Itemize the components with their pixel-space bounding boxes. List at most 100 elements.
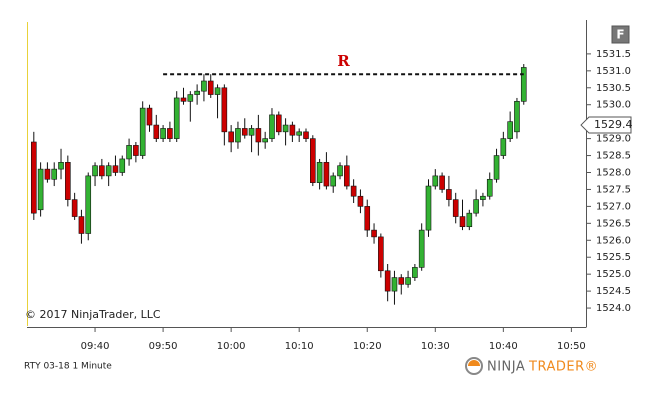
candle — [228, 125, 234, 153]
candle — [323, 152, 330, 190]
candle — [78, 209, 85, 244]
candle — [350, 179, 357, 203]
candle — [425, 179, 432, 237]
x-tick-label: 10:30 — [421, 341, 450, 352]
candle-body — [350, 185, 357, 197]
candle-body — [452, 199, 459, 217]
candle — [153, 114, 160, 142]
candle — [391, 270, 398, 305]
candle-body — [173, 97, 180, 139]
candle — [262, 131, 268, 149]
candle — [92, 162, 98, 187]
candle — [316, 158, 323, 190]
candle-body — [99, 165, 105, 177]
candle-body — [235, 128, 241, 143]
candle-body — [167, 128, 173, 139]
candle-body — [275, 114, 282, 133]
menu-button-label[interactable]: F — [616, 28, 624, 42]
candle — [398, 274, 405, 295]
candle-body — [85, 175, 92, 234]
logo-icon-accent — [468, 360, 480, 366]
candle — [37, 162, 44, 217]
candle — [452, 192, 459, 224]
candle — [459, 199, 466, 231]
candle-body — [337, 165, 343, 177]
candle-body — [459, 216, 466, 228]
logo-left: NINJA — [487, 360, 525, 375]
candle-body — [153, 124, 160, 139]
candle-body — [194, 90, 200, 95]
candle-body — [112, 165, 119, 173]
candle-body — [105, 165, 112, 177]
candle — [248, 125, 255, 153]
x-tick-label: 10:40 — [489, 341, 518, 352]
candle — [58, 148, 64, 180]
candle-body — [133, 145, 139, 156]
candle — [71, 192, 78, 220]
candle — [207, 74, 214, 98]
candle-body — [316, 162, 323, 183]
candle — [105, 162, 112, 187]
candle — [473, 189, 479, 217]
x-tick-label: 10:50 — [557, 341, 586, 352]
candle — [337, 162, 343, 180]
candle — [439, 172, 445, 193]
candle — [418, 223, 425, 271]
candle-body — [289, 124, 296, 136]
candle-body — [296, 131, 302, 136]
candle — [330, 172, 337, 193]
candle — [364, 199, 371, 237]
candle-body — [44, 168, 51, 180]
candle — [310, 135, 316, 187]
y-tick-label: 1531.0 — [596, 66, 631, 77]
y-tick-label: 1524.0 — [596, 303, 631, 314]
candle — [357, 189, 364, 214]
candle — [167, 121, 173, 142]
candle-body — [31, 141, 37, 214]
candle-body — [187, 94, 194, 102]
candle — [500, 131, 507, 159]
candle-body — [466, 212, 473, 228]
candle — [514, 97, 520, 139]
candle — [486, 172, 493, 200]
candle-body — [398, 277, 405, 285]
x-tick-label: 09:40 — [81, 341, 110, 352]
candle — [119, 155, 126, 176]
candle-body — [357, 195, 364, 207]
y-tick-label: 1528.0 — [596, 168, 631, 179]
candle-body — [480, 195, 486, 200]
candle-body — [248, 128, 255, 136]
candle-body — [228, 131, 234, 143]
candle — [214, 84, 221, 119]
candle — [31, 131, 37, 220]
y-tick-label: 1530.0 — [596, 100, 631, 111]
y-tick-label: 1527.5 — [596, 184, 631, 195]
candle-body — [439, 175, 445, 190]
candle — [255, 114, 262, 156]
candle — [384, 264, 391, 302]
candle-body — [378, 236, 384, 272]
candle — [480, 192, 486, 207]
candle-body — [126, 145, 132, 160]
candle-body — [119, 158, 126, 173]
x-tick-label: 10:10 — [285, 341, 314, 352]
candle-body — [405, 277, 411, 285]
y-tick-label: 1527.0 — [596, 201, 631, 212]
candle-body — [269, 114, 275, 139]
candle-body — [486, 178, 493, 197]
candle — [289, 121, 296, 142]
y-tick-label: 1525.5 — [596, 252, 631, 263]
candle-body — [92, 165, 98, 177]
candle-body — [493, 155, 500, 180]
y-tick-label: 1529.0 — [596, 134, 631, 145]
candle — [371, 223, 377, 244]
candle — [173, 91, 180, 142]
menu-button[interactable] — [611, 25, 630, 44]
logo-right: TRADER® — [528, 360, 598, 375]
candle-body — [262, 138, 268, 143]
last-price-marker — [580, 116, 632, 134]
candle-body — [432, 175, 439, 187]
candle-body — [446, 189, 452, 200]
candle-body — [146, 107, 153, 126]
